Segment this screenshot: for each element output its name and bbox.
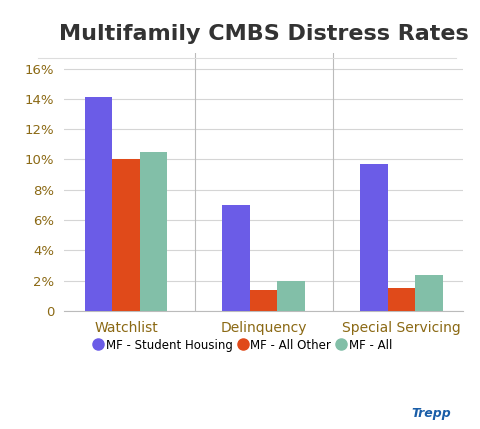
Text: Trepp: Trepp: [411, 408, 451, 420]
Bar: [277, 281, 305, 311]
Bar: [250, 290, 277, 311]
Bar: [415, 275, 443, 311]
Bar: [112, 160, 140, 311]
Bar: [222, 205, 250, 311]
Title: Multifamily CMBS Distress Rates: Multifamily CMBS Distress Rates: [59, 24, 468, 44]
Bar: [84, 97, 112, 311]
Bar: [388, 288, 415, 311]
Legend: MF - Student Housing, MF - All Other, MF - All: MF - Student Housing, MF - All Other, MF…: [90, 334, 397, 356]
Bar: [140, 152, 167, 311]
Bar: [360, 164, 388, 311]
